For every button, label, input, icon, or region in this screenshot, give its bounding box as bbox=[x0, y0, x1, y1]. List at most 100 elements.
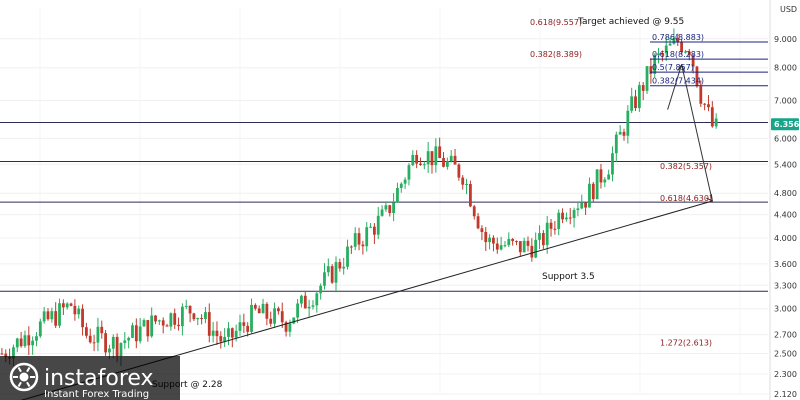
y-tick-label: 4.400 bbox=[774, 211, 797, 220]
candle-body bbox=[123, 340, 127, 344]
candle-body bbox=[353, 233, 357, 247]
candle-body bbox=[196, 317, 200, 320]
candle-body bbox=[35, 336, 38, 341]
logo-mark-center-icon bbox=[19, 372, 29, 382]
candle-body bbox=[150, 315, 154, 337]
candle-body bbox=[280, 311, 284, 323]
candle-body bbox=[611, 153, 614, 175]
candle-body bbox=[522, 240, 526, 253]
candle-body bbox=[219, 336, 223, 342]
candle-body bbox=[81, 308, 84, 328]
candle-body bbox=[703, 103, 707, 105]
target-annotation: Target achieved @ 9.55 bbox=[577, 17, 684, 27]
y-tick-label: 4.000 bbox=[774, 234, 797, 243]
candle-body bbox=[530, 245, 534, 258]
candle-body bbox=[534, 239, 538, 258]
candle-body bbox=[653, 55, 657, 74]
candle-body bbox=[307, 306, 311, 309]
candle-body bbox=[181, 306, 184, 327]
candle-body bbox=[499, 245, 503, 250]
candle-body bbox=[561, 212, 564, 220]
candle-body bbox=[12, 347, 15, 359]
logo-tagline: Instant Forex Trading bbox=[44, 389, 149, 400]
y-tick-label: 2.500 bbox=[774, 349, 797, 358]
candle-body bbox=[541, 233, 545, 246]
candle-body bbox=[580, 202, 584, 209]
candle-body bbox=[338, 262, 342, 269]
candle-body bbox=[365, 227, 369, 247]
fib-levels: 0.786(8.883) 0.618(8.283) 0.5(7.857) 0.382(… bbox=[530, 18, 768, 348]
candle-body bbox=[637, 85, 641, 109]
candle-body bbox=[154, 315, 157, 322]
logo-wordmark: instaforex bbox=[44, 366, 154, 391]
candle-body bbox=[257, 308, 261, 314]
candle-body bbox=[472, 206, 476, 217]
candle-body bbox=[85, 327, 88, 336]
candle-body bbox=[469, 184, 472, 207]
candle-body bbox=[157, 320, 161, 322]
candle-body bbox=[369, 226, 372, 228]
candle-body bbox=[710, 107, 714, 127]
candle-body bbox=[296, 303, 299, 318]
candle-body bbox=[422, 164, 426, 166]
y-tick-label: 3.300 bbox=[774, 281, 797, 290]
projection-arrow-down-head bbox=[706, 193, 713, 202]
candle-body bbox=[695, 66, 699, 87]
y-tick-label: 5.400 bbox=[774, 160, 797, 169]
candle-body bbox=[111, 336, 115, 349]
candle-body bbox=[238, 322, 242, 331]
candle-body bbox=[19, 338, 23, 347]
candle-body bbox=[319, 285, 323, 294]
candle-body bbox=[445, 161, 449, 167]
candle-body bbox=[234, 330, 238, 338]
current-price-label: 6.356 bbox=[774, 120, 800, 129]
candle-body bbox=[323, 272, 326, 286]
candle-body bbox=[518, 241, 522, 253]
candle-body bbox=[457, 164, 461, 178]
y-axis-background bbox=[770, 0, 800, 400]
candle-body bbox=[361, 244, 365, 247]
candle-body bbox=[503, 245, 507, 247]
candle-body bbox=[430, 151, 434, 166]
candle-body bbox=[326, 266, 330, 273]
candle-body bbox=[515, 241, 518, 243]
candle-body bbox=[407, 165, 411, 180]
candle-body bbox=[15, 338, 19, 348]
candle-body bbox=[27, 335, 31, 346]
fib-level-label: 0.618(8.283) bbox=[652, 50, 704, 59]
candle-body bbox=[146, 320, 150, 337]
candle-body bbox=[488, 237, 491, 243]
candle-body bbox=[73, 305, 77, 315]
candle-body bbox=[23, 335, 27, 347]
candle-body bbox=[227, 328, 230, 337]
fib-level-label: 0.382(7.434) bbox=[652, 77, 704, 86]
logo-mark-spoke bbox=[26, 366, 31, 373]
candle-body bbox=[92, 342, 96, 344]
candle-body bbox=[58, 303, 61, 326]
candle-body bbox=[211, 330, 215, 336]
candle-body bbox=[230, 328, 234, 338]
candle-body bbox=[188, 305, 192, 314]
candle-body bbox=[438, 146, 442, 159]
logo-mark-spoke bbox=[17, 381, 22, 388]
logo-mark-spoke bbox=[17, 366, 22, 373]
candle-body bbox=[465, 184, 468, 186]
candle-body bbox=[442, 158, 445, 167]
candle-body bbox=[273, 308, 276, 324]
candle-body bbox=[104, 333, 107, 353]
candle-body bbox=[495, 243, 499, 250]
candle-body bbox=[614, 134, 618, 154]
candle-body bbox=[384, 205, 388, 210]
candle-body bbox=[173, 313, 177, 325]
candle-body bbox=[572, 209, 576, 219]
candle-body bbox=[415, 155, 419, 164]
candle-body bbox=[380, 209, 384, 216]
candle-body bbox=[269, 318, 273, 324]
candle-body bbox=[657, 53, 660, 56]
candle-body bbox=[127, 337, 131, 341]
candle-body bbox=[595, 169, 599, 200]
candle-body bbox=[492, 237, 495, 244]
candle-body bbox=[261, 303, 265, 314]
candle-body bbox=[480, 228, 484, 232]
candle-body bbox=[591, 183, 595, 200]
